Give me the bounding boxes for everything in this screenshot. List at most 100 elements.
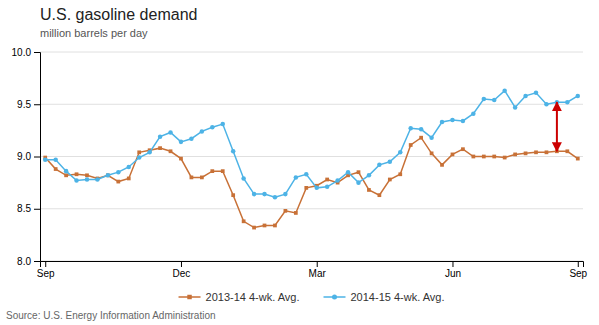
y-tick: 8.5 bbox=[17, 203, 40, 214]
series-line bbox=[45, 91, 578, 198]
point bbox=[503, 156, 507, 160]
point bbox=[168, 130, 173, 135]
x-tick-label: Dec bbox=[173, 268, 191, 279]
x-tick-mark bbox=[181, 261, 182, 267]
x-tick: Mar bbox=[309, 261, 327, 279]
point bbox=[576, 94, 581, 99]
point bbox=[357, 170, 361, 174]
point bbox=[127, 165, 132, 170]
point bbox=[356, 180, 361, 185]
grid-line bbox=[40, 208, 583, 209]
point bbox=[398, 150, 403, 155]
point bbox=[534, 90, 539, 95]
point bbox=[419, 127, 424, 132]
point bbox=[106, 173, 111, 178]
point bbox=[461, 119, 466, 124]
x-tick-mark bbox=[578, 261, 579, 267]
legend-item: 2014-15 4-wk. Avg. bbox=[324, 291, 445, 303]
point bbox=[471, 155, 475, 159]
point bbox=[294, 175, 299, 180]
point bbox=[85, 173, 89, 177]
point bbox=[74, 178, 79, 183]
point bbox=[210, 125, 215, 130]
point bbox=[158, 134, 163, 139]
point bbox=[440, 163, 444, 167]
point bbox=[241, 176, 246, 181]
legend-item: 2013-14 4-wk. Avg. bbox=[179, 291, 300, 303]
annotation-arrow bbox=[556, 102, 558, 151]
point bbox=[147, 150, 152, 155]
point bbox=[169, 149, 173, 153]
y-tick: 8.0 bbox=[17, 256, 40, 267]
point bbox=[116, 170, 121, 175]
point bbox=[534, 150, 538, 154]
point bbox=[419, 136, 423, 140]
point bbox=[367, 188, 371, 192]
point bbox=[513, 153, 517, 157]
legend-swatch-marker bbox=[187, 295, 191, 299]
y-axis-line bbox=[34, 53, 41, 262]
y-tick: 9.0 bbox=[17, 151, 40, 162]
x-tick-mark bbox=[317, 261, 318, 267]
x-tick-label: Jun bbox=[445, 268, 461, 279]
point bbox=[304, 186, 308, 190]
chart: U.S. gasoline demandmillion barrels per … bbox=[0, 0, 599, 325]
point bbox=[367, 173, 372, 178]
point bbox=[284, 209, 288, 213]
source: Source: U.S. Energy Information Administ… bbox=[6, 310, 216, 321]
point bbox=[116, 180, 120, 184]
point bbox=[346, 170, 351, 175]
y-tick-label: 10.0 bbox=[12, 47, 32, 58]
y-axis: 8.08.59.09.510.0 bbox=[12, 47, 41, 267]
series-line bbox=[45, 138, 578, 228]
point bbox=[409, 143, 413, 147]
y-tick: 10.0 bbox=[12, 47, 40, 58]
x-tick: Dec bbox=[173, 261, 191, 279]
point bbox=[64, 173, 68, 177]
point bbox=[54, 167, 58, 171]
point bbox=[137, 155, 142, 160]
grid bbox=[40, 52, 583, 261]
point bbox=[263, 224, 267, 228]
y-tick-mark bbox=[34, 52, 40, 53]
x-tick: Sep bbox=[569, 261, 587, 279]
point bbox=[64, 169, 69, 174]
grid-line bbox=[40, 52, 583, 53]
point bbox=[492, 98, 497, 103]
point bbox=[294, 211, 298, 215]
point bbox=[544, 102, 549, 107]
point bbox=[429, 135, 434, 140]
point bbox=[158, 146, 162, 150]
y-tick-mark bbox=[34, 261, 40, 262]
y-tick-label: 9.0 bbox=[17, 151, 31, 162]
x-axis-line bbox=[41, 262, 584, 268]
point bbox=[565, 149, 569, 153]
point bbox=[524, 151, 528, 155]
point bbox=[179, 157, 183, 161]
point bbox=[137, 150, 141, 154]
point bbox=[576, 157, 580, 161]
x-tick-label: Sep bbox=[37, 268, 55, 279]
point bbox=[75, 172, 79, 176]
point bbox=[43, 157, 48, 162]
point bbox=[450, 118, 455, 123]
point bbox=[408, 126, 413, 131]
point bbox=[252, 192, 257, 197]
x-tick-label: Sep bbox=[569, 268, 587, 279]
legend: 2013-14 4-wk. Avg. 2014-15 4-wk. Avg. bbox=[179, 291, 445, 303]
point bbox=[440, 120, 445, 125]
point bbox=[179, 140, 184, 145]
point bbox=[398, 172, 402, 176]
y-tick-mark bbox=[34, 157, 40, 158]
point bbox=[325, 185, 330, 190]
x-tick-mark bbox=[452, 261, 453, 267]
point bbox=[502, 88, 507, 93]
point bbox=[283, 192, 288, 197]
point bbox=[127, 177, 131, 181]
point bbox=[314, 186, 319, 191]
point bbox=[482, 97, 487, 102]
plot: 8.08.59.09.510.0SepDecMarJunSep bbox=[12, 47, 588, 279]
legend-label: 2013-14 4-wk. Avg. bbox=[206, 291, 300, 303]
title: U.S. gasoline demand bbox=[40, 6, 197, 23]
point bbox=[378, 193, 382, 197]
